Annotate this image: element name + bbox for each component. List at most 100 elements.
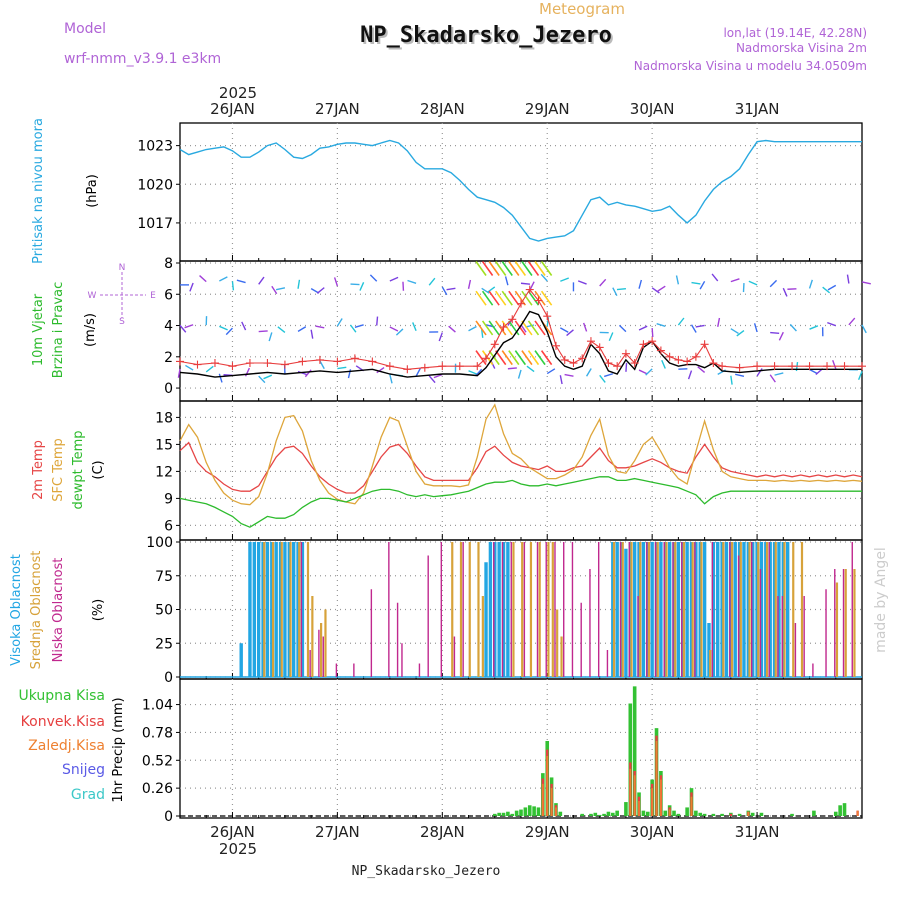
precip-total-bar <box>506 811 510 816</box>
wind-arrow <box>219 276 228 282</box>
precip-total-bar <box>624 802 628 816</box>
wind-arrow <box>520 282 531 285</box>
wind-arrow <box>359 282 365 291</box>
wind-gust-marker <box>621 349 630 358</box>
precip-total-bar <box>711 813 716 816</box>
wind-arrow <box>774 372 784 376</box>
wind-arrow <box>310 329 314 339</box>
wind-arrow <box>656 322 666 327</box>
wind-arrow <box>487 286 496 293</box>
wind-arrow <box>695 324 705 328</box>
wind-gust-marker <box>482 354 491 363</box>
pressure-unit: (hPa) <box>85 174 100 208</box>
cloud-low-bar <box>628 542 630 677</box>
wind-gust-marker <box>630 359 639 368</box>
wind-gust-marker <box>691 352 700 361</box>
wind-arrow <box>730 278 740 283</box>
cloud-high-bar <box>270 542 274 677</box>
wind-arrow <box>407 279 417 284</box>
wind-arrow <box>730 375 733 385</box>
cloud-low-bar <box>711 542 714 677</box>
wind-ytick-label: 2 <box>164 350 173 366</box>
temp2m-line <box>179 441 863 494</box>
day-label-bottom: 27JAN <box>315 823 360 841</box>
cloud-low-bar <box>803 596 805 677</box>
cloud-high-bar <box>755 542 759 677</box>
wind-arrow-storm <box>495 290 507 306</box>
precip-total-bar <box>750 812 755 816</box>
cloud-low-bar <box>322 636 324 677</box>
year-bottom: 2025 <box>219 840 257 858</box>
wind-gust-marker <box>210 359 219 368</box>
cloud-mid-bar <box>739 542 742 677</box>
altitude-label: Nadmorska Visina 2m <box>736 41 867 55</box>
wind-arrow <box>778 331 784 341</box>
cloud-mid-bar <box>656 542 659 677</box>
wind-arrow <box>428 277 436 286</box>
cloud-low-bar <box>834 569 836 677</box>
cloud-high-bar <box>720 542 724 677</box>
precip-total-bar <box>611 812 615 816</box>
wind-arrow-storm <box>508 350 520 366</box>
cloud-high-bar <box>493 542 497 677</box>
wind-gust-marker <box>245 359 254 368</box>
wind-arrow <box>832 359 837 369</box>
wind-arrow-storm <box>488 290 500 306</box>
wind-arrow <box>268 332 273 342</box>
wind-arrow <box>582 322 588 332</box>
cloud-mid-bar <box>306 542 310 677</box>
cloud-high-bar <box>637 542 641 677</box>
precip-frozen-bar <box>542 783 544 816</box>
wind-arrow <box>661 359 666 369</box>
day-label-bottom: 31JAN <box>735 823 780 841</box>
wind-arrow <box>717 317 721 327</box>
cloud-mid-bar <box>560 636 563 677</box>
pressure-title: Pritisak na nivou mora <box>31 118 46 264</box>
wind-compass: N S E W <box>88 263 157 327</box>
wind-gust-marker <box>455 362 464 371</box>
wind-arrow <box>748 280 758 286</box>
clouds-ytick-label: 75 <box>155 569 173 585</box>
wind-title-1: 10m Vjetar <box>31 293 46 366</box>
precip-frozen-bar <box>638 801 640 816</box>
cloud-low-bar <box>388 542 390 677</box>
wind-arrow-storm <box>481 290 494 306</box>
wind-speed-line <box>179 310 862 378</box>
wind-arrow <box>585 368 592 377</box>
cloud-mid-bar <box>647 542 651 677</box>
wind-arrow <box>789 323 797 332</box>
wind-arrow-storm <box>501 290 513 306</box>
cloud-low-bar <box>794 623 797 677</box>
legend-ukupna-kisa: Ukupna Kisa <box>18 688 105 704</box>
cloud-high-bar <box>615 542 619 677</box>
cloud-low-bar <box>737 555 740 677</box>
temp-ytick-label: 9 <box>164 491 173 507</box>
temp-ytick-label: 12 <box>155 464 173 480</box>
lonlat-label: lon,lat (19.14E, 42.28N) <box>723 26 867 40</box>
cloud-mid-bar <box>538 542 541 677</box>
cloud-high-bar <box>698 542 702 677</box>
precip-total-bar <box>698 812 703 816</box>
cloud-high-bar <box>768 542 772 677</box>
cloud-high-bar <box>300 542 305 677</box>
cloud-mid-bar <box>691 542 694 677</box>
precip-total-bar <box>676 813 681 816</box>
wind-arrow-storm <box>495 261 507 276</box>
temp-label-dewpt: dewpt Temp <box>71 430 86 509</box>
precip-total-bar <box>702 813 707 816</box>
compass-s: S <box>119 317 125 327</box>
wind-arrow <box>616 287 626 291</box>
wind-arrow-storm <box>521 261 533 276</box>
wind-arrow <box>231 281 235 291</box>
cloud-high-bar <box>296 542 300 677</box>
wind-arrow <box>177 368 181 378</box>
cloud-low-bar <box>729 542 731 677</box>
wind-arrow-storm <box>527 261 540 276</box>
wind-arrow <box>848 317 856 326</box>
precip-frozen-bar <box>550 788 553 816</box>
cloud-high-bar <box>777 542 781 677</box>
precip-total-bar <box>615 810 619 816</box>
precip-total-bar <box>510 813 515 816</box>
model-label: Model <box>64 21 106 37</box>
precip-frozen-bar <box>629 768 632 816</box>
